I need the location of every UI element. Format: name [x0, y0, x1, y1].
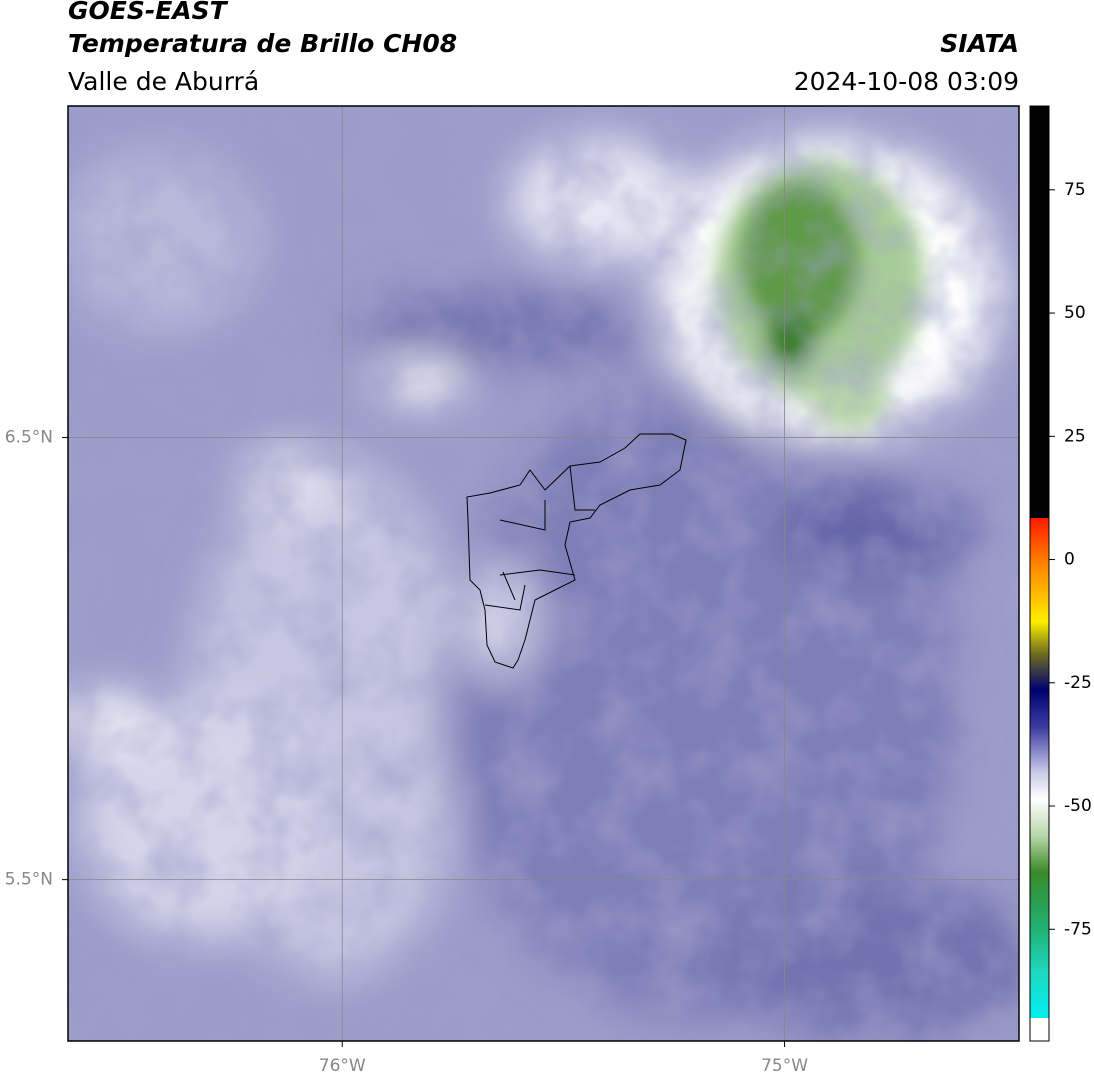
colorbar-tick-label: -25: [1064, 673, 1092, 693]
colorbar-tick-label: 75: [1064, 180, 1086, 200]
title: GOES-EAST: [68, 0, 229, 25]
colorbar-frame: [1029, 105, 1050, 1042]
colorbar-tick-label: 0: [1064, 550, 1075, 570]
region: Valle de Aburrá: [68, 67, 259, 96]
graticule: [68, 106, 1019, 1041]
colorbar-tick-label: -50: [1064, 796, 1092, 816]
subtitle: Temperatura de Brillo CH08: [68, 29, 457, 58]
map-field: [68, 106, 1019, 1041]
x-tick-label: 76°W: [319, 1056, 366, 1076]
colorbar-tick-label: 25: [1064, 426, 1086, 446]
colorbar-tick-label: -75: [1064, 919, 1092, 939]
colorbar-extension: [1030, 1018, 1049, 1041]
source: SIATA: [940, 29, 1019, 58]
x-tick-label: 75°W: [761, 1056, 808, 1076]
colorbar: [1030, 106, 1049, 1018]
map-frame: [67, 105, 1020, 1042]
y-tick-label: 5.5°N: [5, 870, 53, 890]
datetime: 2024-10-08 03:09: [794, 67, 1019, 96]
y-tick-label: 6.5°N: [5, 428, 53, 448]
colorbar-tick-label: 50: [1064, 303, 1086, 323]
valley-outline: [466, 433, 687, 669]
